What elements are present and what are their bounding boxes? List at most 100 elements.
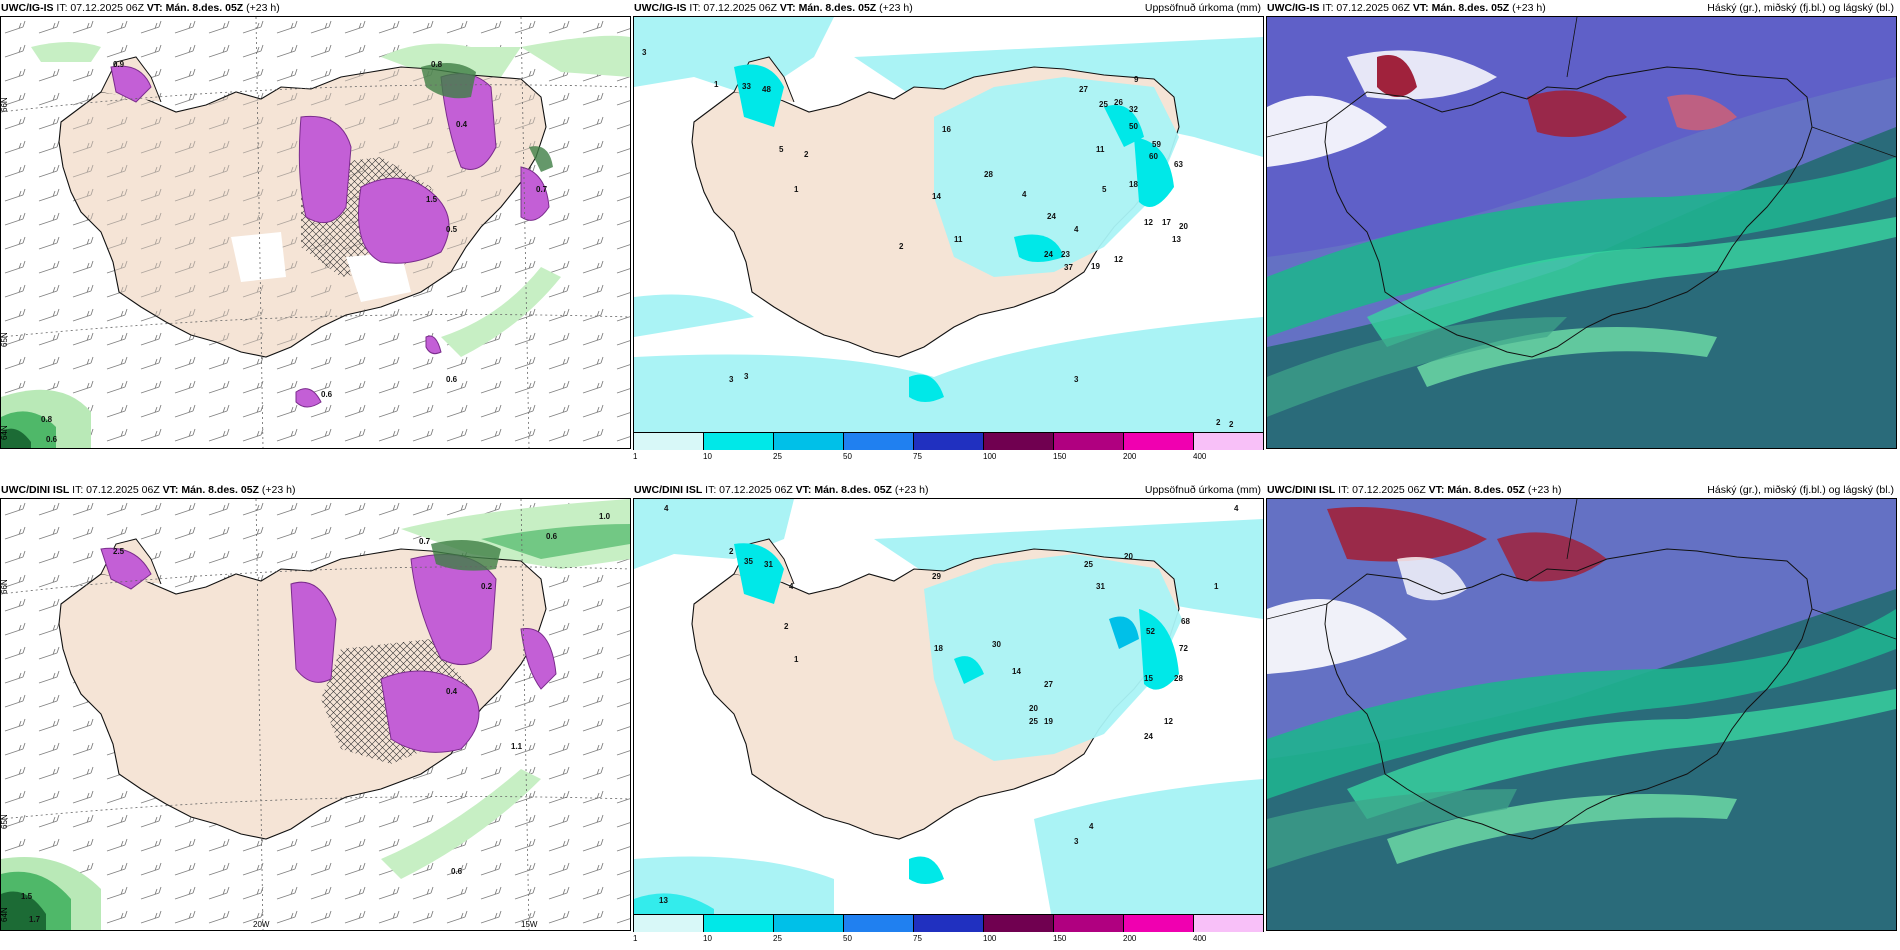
panel-precip-bottom: UWC/DINI ISL IT: 07.12.2025 06Z VT: Mán.… bbox=[633, 482, 1264, 932]
precip-value: 15 bbox=[1144, 674, 1153, 683]
colorbar-bin bbox=[844, 433, 914, 450]
value-label: 1.1 bbox=[511, 742, 523, 751]
lat-label: 65N bbox=[1, 814, 9, 829]
colorbar bbox=[633, 914, 1264, 932]
precip-value: 12 bbox=[1114, 255, 1123, 264]
precip-value: 60 bbox=[1149, 152, 1158, 161]
precip-value: 2 bbox=[729, 547, 734, 556]
colorbar-label: 1 bbox=[633, 934, 638, 943]
precip-value: 28 bbox=[1174, 674, 1183, 683]
value-label: 0.4 bbox=[456, 120, 468, 129]
colorbar-labels-bottom: 1 10 25 50 75 100 150 200 400 bbox=[633, 934, 1264, 946]
colorbar-label: 200 bbox=[1123, 452, 1137, 461]
precip-value: 28 bbox=[984, 170, 993, 179]
precip-value: 20 bbox=[1029, 704, 1038, 713]
value-label: 1.0 bbox=[599, 512, 611, 521]
precip-value: 20 bbox=[1179, 222, 1188, 231]
precip-value: 30 bbox=[992, 640, 1001, 649]
precip-value: 23 bbox=[1061, 250, 1070, 259]
precip-value: 63 bbox=[1174, 160, 1183, 169]
panel-subtitle: Uppsöfnuð úrkoma (mm) bbox=[1144, 2, 1261, 14]
precip-value: 4 bbox=[1022, 190, 1027, 199]
map-frame bbox=[1266, 498, 1897, 931]
precip-value: 25 bbox=[1099, 100, 1108, 109]
precip-value: 24 bbox=[1144, 732, 1153, 741]
precip-value: 1 bbox=[1214, 582, 1219, 591]
precip-value: 2 bbox=[1216, 418, 1221, 427]
precip-map: 4 2 35 31 4 2 1 25 29 31 20 52 68 72 15 … bbox=[634, 499, 1263, 930]
colorbar-bin bbox=[704, 433, 774, 450]
lat-label: 64N bbox=[1, 907, 9, 922]
panel-wind-snow-top: UWC/IG-IS IT: 07.12.2025 06Z VT: Mán. 8.… bbox=[0, 0, 631, 450]
precip-value: 4 bbox=[1074, 225, 1079, 234]
precip-value: 2 bbox=[804, 150, 809, 159]
precip-value: 5 bbox=[1102, 185, 1107, 194]
colorbar-bin bbox=[914, 433, 984, 450]
lon-label: 15W bbox=[521, 920, 538, 929]
precip-value: 52 bbox=[1146, 627, 1155, 636]
precip-value: 68 bbox=[1181, 617, 1190, 626]
precip-value: 26 bbox=[1114, 98, 1123, 107]
colorbar-bin bbox=[844, 915, 914, 932]
value-label: 0.6 bbox=[546, 532, 558, 541]
panel-subtitle: Uppsöfnuð úrkoma (mm) bbox=[1144, 484, 1261, 496]
precip-value: 48 bbox=[762, 85, 771, 94]
value-label: 0.7 bbox=[419, 537, 431, 546]
wind-snow-map: 20W 15W 66N 65N 64N 0.9 0.8 0.4 1.5 0.5 … bbox=[1, 17, 630, 448]
panel-title: UWC/IG-IS IT: 07.12.2025 06Z VT: Mán. 8.… bbox=[1, 2, 280, 14]
colorbar-label: 10 bbox=[703, 452, 712, 461]
colorbar-bin bbox=[634, 915, 704, 932]
colorbar-label: 100 bbox=[983, 452, 997, 461]
precip-value: 4 bbox=[789, 582, 794, 591]
precip-value: 3 bbox=[1074, 837, 1079, 846]
value-label: 0.4 bbox=[446, 687, 458, 696]
colorbar-label: 150 bbox=[1053, 934, 1067, 943]
colorbar-label: 25 bbox=[773, 934, 782, 943]
colorbar-bin bbox=[1194, 433, 1263, 450]
value-label: 0.5 bbox=[446, 225, 458, 234]
map-frame: 20W 15W 66N 65N 64N 2.5 0.7 0.6 1.0 0.4 … bbox=[0, 498, 631, 931]
precip-map: 3 1 33 48 5 2 1 27 25 26 9 32 50 59 60 6… bbox=[634, 17, 1263, 448]
value-label: 0.6 bbox=[321, 390, 333, 399]
colorbar-labels-top: 1 10 25 50 75 100 150 200 400 bbox=[633, 452, 1264, 464]
precip-value: 24 bbox=[1044, 250, 1053, 259]
value-label: 0.9 bbox=[113, 60, 125, 69]
precip-value: 4 bbox=[1089, 822, 1094, 831]
panel-cloud-top: UWC/IG-IS IT: 07.12.2025 06Z VT: Mán. 8.… bbox=[1266, 0, 1897, 450]
lat-label: 66N bbox=[1, 579, 9, 594]
colorbar-bin bbox=[1054, 433, 1124, 450]
precip-value: 20 bbox=[1124, 552, 1133, 561]
map-frame: 20W 15W 66N 65N 64N 0.9 0.8 0.4 1.5 0.5 … bbox=[0, 16, 631, 449]
value-label: 0.8 bbox=[41, 415, 53, 424]
panel-title: UWC/DINI ISL IT: 07.12.2025 06Z VT: Mán.… bbox=[1, 484, 296, 496]
precip-value: 11 bbox=[1096, 145, 1105, 154]
precip-value: 72 bbox=[1179, 644, 1188, 653]
value-label: 1.5 bbox=[426, 195, 438, 204]
colorbar-label: 200 bbox=[1123, 934, 1137, 943]
precip-value: 27 bbox=[1079, 85, 1088, 94]
panel-title: UWC/IG-IS IT: 07.12.2025 06Z VT: Mán. 8.… bbox=[1267, 2, 1546, 14]
panel-title: UWC/IG-IS IT: 07.12.2025 06Z VT: Mán. 8.… bbox=[634, 2, 913, 14]
precip-value: 37 bbox=[1064, 263, 1073, 272]
precip-value: 3 bbox=[1074, 375, 1079, 384]
map-frame: 3 1 33 48 5 2 1 27 25 26 9 32 50 59 60 6… bbox=[633, 16, 1264, 449]
precip-value: 19 bbox=[1091, 262, 1100, 271]
precip-value: 29 bbox=[932, 572, 941, 581]
precip-value: 2 bbox=[899, 242, 904, 251]
value-label: 0.2 bbox=[481, 582, 493, 591]
precip-value: 19 bbox=[1044, 717, 1053, 726]
colorbar-bin bbox=[1054, 915, 1124, 932]
colorbar-bin bbox=[1194, 915, 1263, 932]
colorbar-bin bbox=[984, 915, 1054, 932]
precip-value: 4 bbox=[664, 504, 669, 513]
precip-value: 14 bbox=[932, 192, 941, 201]
precip-value: 14 bbox=[1012, 667, 1021, 676]
value-label: 0.6 bbox=[446, 375, 458, 384]
map-frame bbox=[1266, 16, 1897, 449]
precip-value: 33 bbox=[742, 82, 751, 91]
wind-snow-map: 20W 15W 66N 65N 64N 2.5 0.7 0.6 1.0 0.4 … bbox=[1, 499, 630, 930]
precip-value: 25 bbox=[1029, 717, 1038, 726]
panel-title: UWC/DINI ISL IT: 07.12.2025 06Z VT: Mán.… bbox=[634, 484, 929, 496]
colorbar-label: 25 bbox=[773, 452, 782, 461]
precip-value: 5 bbox=[779, 145, 784, 154]
